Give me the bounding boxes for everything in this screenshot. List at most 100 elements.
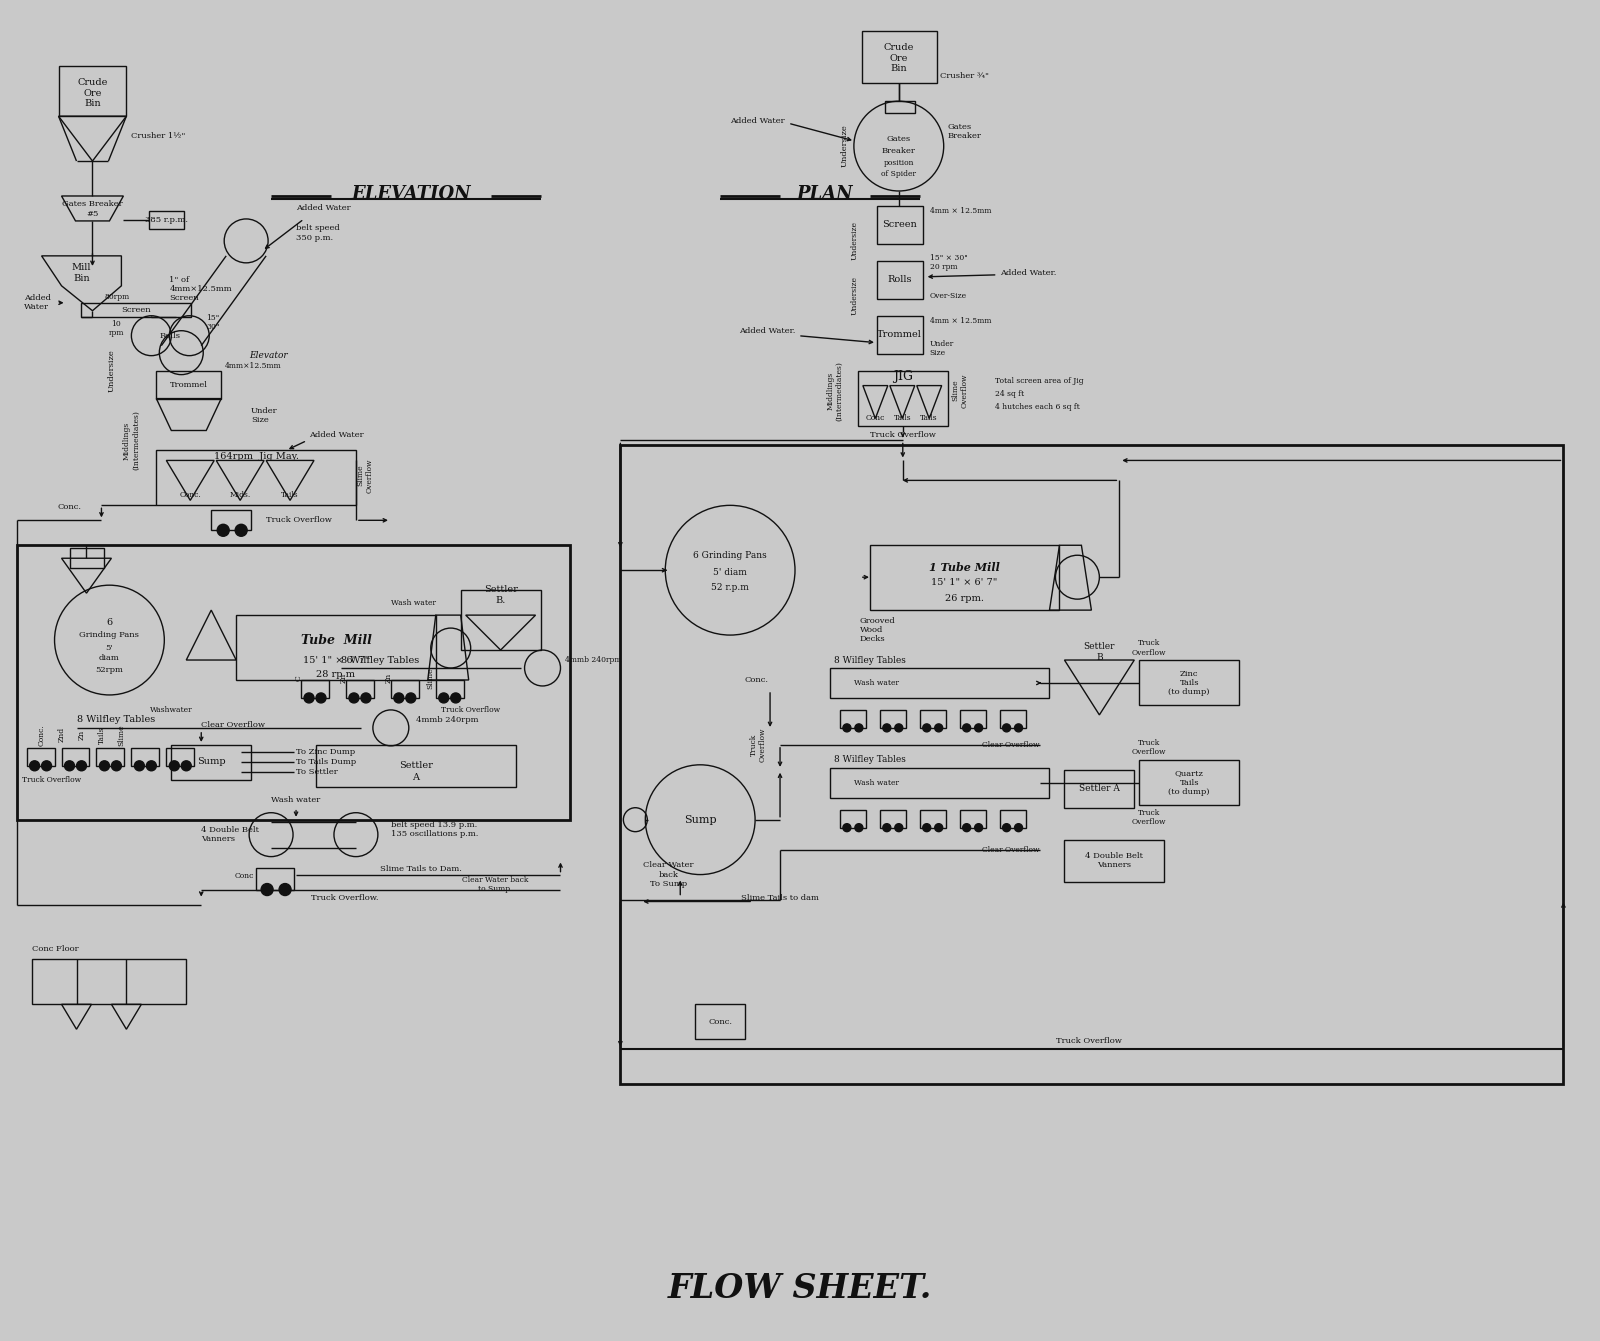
Text: Crusher ¾": Crusher ¾" xyxy=(939,72,989,80)
Text: Grinding Pans: Grinding Pans xyxy=(80,632,139,640)
Text: 1 Tube Mill: 1 Tube Mill xyxy=(930,562,1000,573)
Text: Gates
Breaker: Gates Breaker xyxy=(947,122,981,139)
Circle shape xyxy=(894,724,902,732)
Text: Trommel: Trommel xyxy=(877,330,922,339)
Text: Clear Water back
to Sump.: Clear Water back to Sump. xyxy=(462,876,530,893)
Text: Clear Overflow: Clear Overflow xyxy=(982,740,1040,748)
Circle shape xyxy=(974,823,982,831)
Circle shape xyxy=(843,724,851,732)
Text: Gates: Gates xyxy=(886,135,910,143)
Text: Gates Breaker
#5: Gates Breaker #5 xyxy=(62,200,123,217)
Text: Conc.: Conc. xyxy=(709,1018,733,1026)
Bar xyxy=(880,709,906,728)
Text: 6: 6 xyxy=(106,618,112,626)
Circle shape xyxy=(854,823,862,831)
Circle shape xyxy=(1003,724,1011,732)
Circle shape xyxy=(1014,724,1022,732)
Circle shape xyxy=(218,524,229,536)
Text: Settler: Settler xyxy=(398,762,432,770)
Circle shape xyxy=(1003,823,1011,831)
Bar xyxy=(877,315,923,354)
Circle shape xyxy=(406,693,416,703)
Text: Quartz
Tails
(to dump): Quartz Tails (to dump) xyxy=(1168,770,1210,797)
Text: Crusher 1½": Crusher 1½" xyxy=(131,133,186,139)
Bar xyxy=(61,748,90,766)
Bar xyxy=(1064,839,1165,881)
Text: 28 rp m: 28 rp m xyxy=(317,670,355,680)
Circle shape xyxy=(883,823,891,831)
Text: Slime: Slime xyxy=(117,724,125,746)
Text: Slime: Slime xyxy=(427,668,435,689)
Circle shape xyxy=(438,693,448,703)
Bar xyxy=(877,261,923,299)
Bar xyxy=(830,668,1050,697)
Text: Zn: Zn xyxy=(386,673,394,683)
Text: Conc: Conc xyxy=(866,413,885,421)
Text: Total screen area of Jig: Total screen area of Jig xyxy=(995,377,1083,385)
Text: 4mm×12.5mm: 4mm×12.5mm xyxy=(226,362,282,370)
Bar xyxy=(885,101,915,113)
Bar xyxy=(830,768,1050,798)
Text: 4 hutches each 6 sq ft: 4 hutches each 6 sq ft xyxy=(995,402,1080,410)
Circle shape xyxy=(29,760,40,771)
Text: Mill
Bin: Mill Bin xyxy=(72,263,91,283)
Text: Screen: Screen xyxy=(122,306,150,314)
Text: Added Water: Added Water xyxy=(731,117,786,125)
Text: Wash water: Wash water xyxy=(854,679,899,687)
Bar xyxy=(390,680,419,697)
Bar xyxy=(840,810,866,827)
Bar xyxy=(237,616,435,680)
Bar xyxy=(211,511,251,530)
Bar xyxy=(880,810,906,827)
Text: Conc: Conc xyxy=(235,872,254,880)
Circle shape xyxy=(923,724,931,732)
Bar xyxy=(166,748,194,766)
Circle shape xyxy=(134,760,144,771)
Circle shape xyxy=(170,760,179,771)
Text: Clear Overflow: Clear Overflow xyxy=(202,721,266,730)
Bar xyxy=(301,680,330,697)
Text: Crude
Ore
Bin: Crude Ore Bin xyxy=(77,78,107,109)
Text: Clear Water
back
To Sump: Clear Water back To Sump xyxy=(643,861,693,888)
Text: Settler A: Settler A xyxy=(1078,784,1120,794)
Circle shape xyxy=(1014,823,1022,831)
Text: Slime
Overflow: Slime Overflow xyxy=(950,373,968,408)
Circle shape xyxy=(42,760,51,771)
Text: Wash water: Wash water xyxy=(390,599,435,607)
Text: 385 r.p.m.: 385 r.p.m. xyxy=(146,216,187,224)
Text: 4mmb 240rpm: 4mmb 240rpm xyxy=(416,716,478,724)
Text: Zinc
Tails
(to dump): Zinc Tails (to dump) xyxy=(1168,669,1210,696)
Circle shape xyxy=(99,760,109,771)
Text: diam: diam xyxy=(99,654,120,662)
Bar xyxy=(858,370,947,425)
Text: Screen: Screen xyxy=(883,220,917,229)
Bar xyxy=(82,303,192,316)
Circle shape xyxy=(843,823,851,831)
Bar xyxy=(157,370,221,398)
Text: Added Water.: Added Water. xyxy=(739,327,795,335)
Circle shape xyxy=(362,693,371,703)
Circle shape xyxy=(963,823,971,831)
Bar xyxy=(696,1004,746,1039)
Text: Slime Tails to dam: Slime Tails to dam xyxy=(741,893,819,901)
Text: Wash water: Wash water xyxy=(854,779,899,787)
Text: 8 Wilfley Tables: 8 Wilfley Tables xyxy=(834,755,906,764)
Bar xyxy=(920,810,946,827)
Bar xyxy=(317,744,515,787)
Bar xyxy=(960,810,986,827)
Bar xyxy=(461,590,541,650)
Bar xyxy=(862,31,936,83)
Text: 52rpm: 52rpm xyxy=(96,666,123,675)
Text: Mids.: Mids. xyxy=(229,491,251,499)
Text: Sump: Sump xyxy=(683,815,717,825)
Text: 15' 1" × 6' 7": 15' 1" × 6' 7" xyxy=(931,578,998,586)
Text: 4 Double Belt
Vanners: 4 Double Belt Vanners xyxy=(1085,852,1144,869)
Text: 5': 5' xyxy=(106,644,114,652)
Text: Undersize: Undersize xyxy=(842,125,850,168)
Bar xyxy=(1139,660,1238,705)
Bar xyxy=(840,709,866,728)
Text: Crude
Ore
Bin: Crude Ore Bin xyxy=(883,43,914,74)
Bar xyxy=(877,207,923,244)
Text: Breaker: Breaker xyxy=(882,148,915,156)
Bar xyxy=(96,748,125,766)
